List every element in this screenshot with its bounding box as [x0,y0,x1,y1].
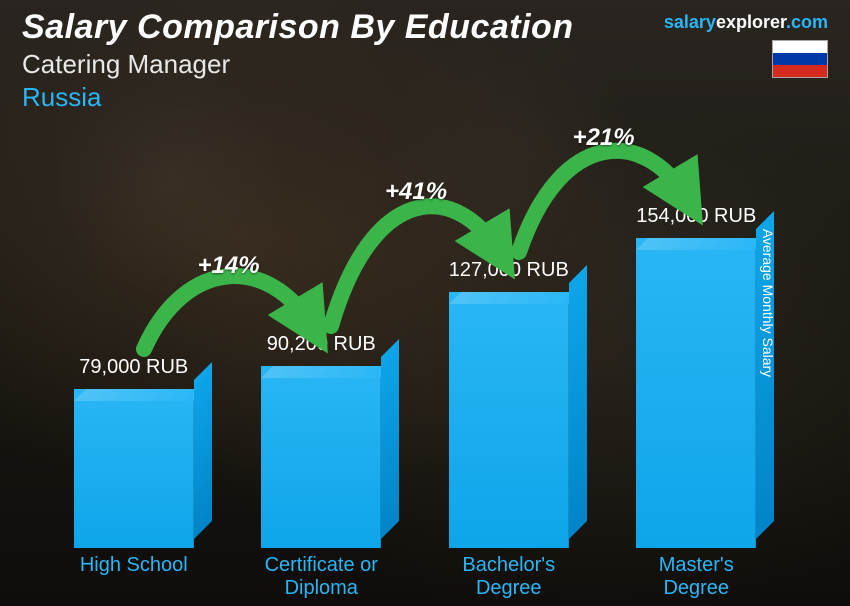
x-label-1: Certificate orDiploma [228,554,416,600]
flag-stripe-2 [773,65,827,77]
flag-stripe-0 [773,41,827,53]
brand-part2: explorer [716,12,786,32]
bar-side-face [194,362,212,539]
chart-subtitle: Catering Manager [22,49,828,80]
bar-front-face [636,238,756,548]
bar-3d-3 [636,238,756,548]
growth-label-1: +41% [385,178,447,206]
y-axis-label: Average Monthly Salary [760,229,776,377]
brand-logo: salaryexplorer.com [664,12,828,33]
brand-part1: salary [664,12,716,32]
bar-side-face [569,265,587,539]
flag-stripe-1 [773,53,827,65]
flag-icon [772,40,828,78]
bar-top-face [74,389,206,401]
brand-part3: .com [786,12,828,32]
bar-0: 79,000 RUB [40,356,228,548]
x-axis-labels: High SchoolCertificate orDiplomaBachelor… [40,554,790,600]
chart-country: Russia [22,82,828,113]
x-label-2: Bachelor'sDegree [415,554,603,600]
x-label-3: Master'sDegree [603,554,791,600]
x-label-0: High School [40,554,228,600]
bar-3d-0 [74,389,194,548]
bar-side-face [381,339,399,539]
bar-3d-1 [261,366,381,548]
bar-front-face [74,389,194,548]
growth-label-2: +21% [573,124,635,152]
growth-label-0: +14% [198,252,260,280]
bar-front-face [261,366,381,548]
